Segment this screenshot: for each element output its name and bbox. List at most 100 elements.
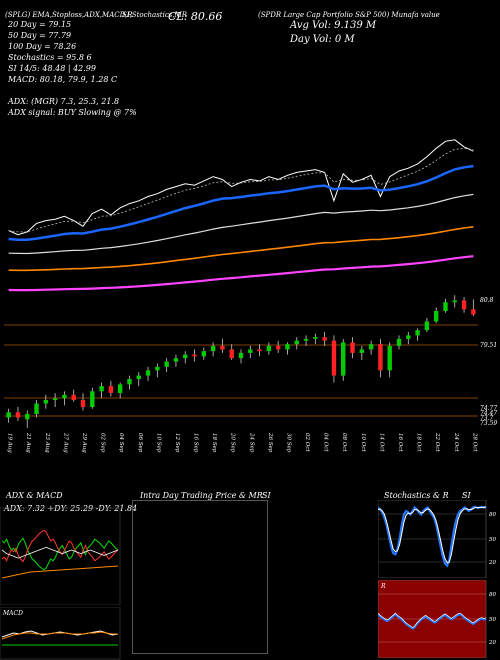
macd-row: MACD: 80.18, 79.9, 1.28 C — [8, 75, 118, 84]
stoch-tick-label: 50 — [489, 537, 496, 543]
adx-orange-line — [1, 565, 119, 579]
ema50-row: 50 Day = 77.79 — [8, 31, 72, 40]
stoch-suffix: SI — [462, 491, 471, 500]
candle-body — [136, 375, 141, 380]
x-tick-label: 14 Oct — [378, 433, 384, 452]
adx-macd-title: ADX & MACD — [6, 491, 63, 500]
stochastics-panel: 80 50 20 — [378, 500, 496, 578]
candle-body — [62, 394, 67, 399]
candle-body — [406, 335, 411, 339]
y-tick-label: 80.8 — [480, 297, 494, 304]
x-tick-label: 12 Sep — [174, 433, 180, 453]
x-tick-label: 02 Oct — [304, 433, 310, 452]
r-panel: R 80 50 20 — [378, 580, 496, 658]
x-tick-label: 28 Oct — [471, 432, 477, 452]
candle-body — [285, 344, 290, 350]
y-tick-label: 73.59 — [480, 420, 497, 427]
x-tick-label: 02 Sep — [100, 433, 106, 453]
macd-signal-line — [1, 631, 118, 640]
ema-20-line — [8, 164, 474, 242]
candle-body — [359, 349, 365, 353]
candle-body — [471, 309, 476, 315]
y-tick-label: 74.77 — [480, 405, 497, 412]
close-price: CL: 80.66 — [168, 10, 223, 23]
ema-5-line — [8, 148, 474, 233]
stoch-series-line — [378, 505, 487, 568]
candle-body — [443, 302, 448, 311]
x-tick-label: 20 Sep — [230, 432, 236, 453]
x-tick-label: 16 Oct — [397, 433, 403, 452]
x-tick-label: 18 Sep — [211, 433, 217, 453]
candle-body — [396, 338, 402, 346]
macd-panel: MACD — [0, 607, 121, 660]
day-volume: Day Vol: 0 M — [290, 34, 355, 45]
x-tick-label: 04 Oct — [323, 433, 329, 452]
candle-body — [71, 394, 76, 401]
y-tick-label: 74.47 — [480, 410, 497, 417]
x-tick-label: 30 Sep — [285, 433, 291, 453]
candle-body — [173, 358, 179, 362]
candle-body — [164, 361, 169, 367]
si-row: SI 14/5: 48.48 | 42.99 — [8, 64, 96, 73]
candle-body — [145, 370, 151, 376]
candle-body — [415, 330, 420, 336]
candle-body — [313, 337, 318, 339]
close-line — [8, 139, 474, 236]
r-series-line — [378, 612, 487, 630]
candle-body — [248, 349, 253, 353]
header-line1-left: (SPLG) EMA,Stoploss,ADX,MACD,R — [5, 11, 133, 19]
adx-series-line — [1, 537, 119, 571]
x-tick-label: 23 Aug — [44, 432, 50, 453]
candle-body — [461, 300, 467, 310]
candle-body — [108, 386, 114, 394]
candle-body — [43, 400, 49, 404]
macd-frame — [0, 607, 121, 660]
candle-body — [183, 354, 188, 359]
x-tick-label: 16 Sep — [193, 433, 199, 453]
y-tick-label: 73.7 — [480, 415, 494, 422]
stochastics-row: Stochastics = 95.8 6 — [8, 53, 92, 62]
adx-series-line — [1, 529, 119, 563]
candle-body — [15, 412, 21, 418]
candle-body — [275, 345, 281, 350]
candle-body — [117, 384, 123, 394]
macd-label: MACD — [2, 610, 23, 617]
x-tick-label: 29 Aug — [81, 432, 87, 453]
adx-frame — [0, 507, 121, 605]
stoch-title: Stochastics & R — [384, 491, 449, 500]
candle-body — [350, 342, 355, 353]
candle-body — [303, 338, 309, 341]
candle-body — [155, 366, 160, 371]
x-tick-label: 21 Aug — [25, 432, 31, 453]
adx-stat-text: ADX: 7.32 +DY: 25.29 -DY: 21.84 — [4, 504, 138, 513]
intraday-suffix: SI — [262, 491, 271, 500]
r-signal-line — [378, 612, 487, 628]
candle-body — [6, 412, 11, 418]
candle-body — [452, 300, 457, 303]
candle-body — [192, 354, 197, 357]
x-tick-label: 24 Oct — [453, 432, 459, 452]
candle-body — [341, 342, 346, 376]
ema100-row: 100 Day = 78.26 — [8, 42, 77, 51]
indicator-rows: 20 Day = 79.15 50 Day = 77.79 100 Day = … — [8, 20, 137, 119]
x-tick-label: 10 Sep — [155, 433, 161, 453]
x-tick-label: 08 Oct — [341, 433, 347, 452]
candle-body — [127, 379, 132, 385]
x-tick-label: 19 Aug — [7, 433, 13, 453]
candle-body — [220, 345, 225, 350]
candle-body — [99, 386, 104, 392]
candle-body — [90, 391, 95, 408]
candle-body — [210, 345, 216, 352]
candle-body — [238, 352, 244, 359]
r-tick-label: 50 — [489, 617, 496, 623]
ema20-row: 20 Day = 79.15 — [8, 20, 72, 29]
stoch-tick-label: 20 — [488, 560, 496, 566]
x-tick-label: 10 Oct — [360, 433, 366, 452]
r-tick-label: 80 — [489, 592, 496, 598]
header-line1-right: (SPDR Large Cap Portfolio S&P 500) Munaf… — [258, 11, 440, 19]
adx-panel — [0, 507, 121, 605]
stoch-series-line — [378, 506, 487, 564]
adx-series-line — [1, 546, 119, 559]
candle-body — [331, 340, 337, 376]
